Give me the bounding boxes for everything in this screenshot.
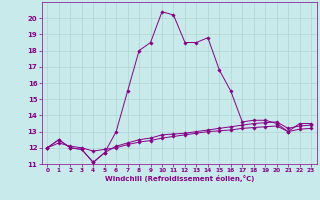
X-axis label: Windchill (Refroidissement éolien,°C): Windchill (Refroidissement éolien,°C) bbox=[105, 175, 254, 182]
